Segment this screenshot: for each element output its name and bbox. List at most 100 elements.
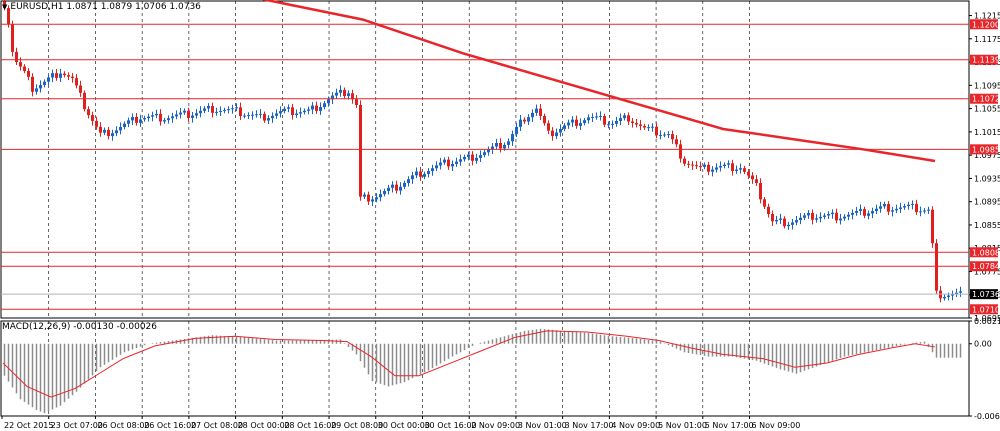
candle-body xyxy=(311,105,314,110)
candle-body xyxy=(859,209,862,211)
candle-body xyxy=(503,144,506,149)
macd-panel-frame xyxy=(0,320,970,417)
candle-body xyxy=(187,110,190,118)
candle-body xyxy=(615,120,618,124)
candle-body xyxy=(343,89,346,97)
time-axis-label: 29 Oct 08:00 xyxy=(331,421,383,430)
candle-body xyxy=(839,218,842,221)
candle-body xyxy=(23,66,26,71)
candle-body xyxy=(891,210,894,212)
level-price-tag xyxy=(970,144,998,155)
candle-body xyxy=(575,119,578,126)
candle-body xyxy=(683,158,686,164)
candle-body xyxy=(855,210,858,213)
candle-body xyxy=(571,119,574,123)
candle-body xyxy=(795,220,798,223)
candle-body xyxy=(91,115,94,121)
candle-body xyxy=(547,123,550,131)
candle-body xyxy=(427,171,430,174)
candle-body xyxy=(367,194,370,202)
candle-body xyxy=(863,209,866,216)
candle-body xyxy=(507,141,510,145)
candle-body xyxy=(339,89,342,93)
candle-body xyxy=(535,108,538,113)
candle-body xyxy=(755,179,758,183)
level-price-label: 1.0808 xyxy=(972,248,1000,257)
time-axis-label: 6 Nov 09:00 xyxy=(752,421,801,430)
candle-body xyxy=(75,78,78,86)
candle-body xyxy=(415,171,418,176)
candle-body xyxy=(271,115,274,119)
candle-body xyxy=(827,214,830,216)
candle-body xyxy=(871,211,874,214)
candle-body xyxy=(947,295,950,297)
candle-body xyxy=(203,108,206,111)
price-axis-label: 1.1215 xyxy=(974,12,1000,21)
candle-body xyxy=(787,224,790,227)
candle-body xyxy=(643,126,646,128)
candle-body xyxy=(603,116,606,125)
candle-body xyxy=(103,129,106,133)
candle-body xyxy=(531,112,534,118)
candle-body xyxy=(915,203,918,213)
candle-body xyxy=(399,186,402,191)
candle-body xyxy=(151,115,154,117)
candle-body xyxy=(719,166,722,168)
candle-body xyxy=(595,116,598,118)
candle-body xyxy=(303,110,306,113)
candle-body xyxy=(27,70,30,77)
candle-body xyxy=(35,88,38,92)
candle-body xyxy=(919,211,922,213)
candle-body xyxy=(887,203,890,212)
candle-body xyxy=(175,114,178,117)
candle-body xyxy=(563,125,566,129)
candle-body xyxy=(587,117,590,121)
candle-body xyxy=(395,184,398,191)
candle-body xyxy=(543,115,546,124)
dropdown-icon[interactable]: ▼ xyxy=(2,3,8,11)
time-axis-label: 5 Nov 01:00 xyxy=(658,421,707,430)
candle-body xyxy=(403,182,406,187)
time-axis-label: 4 Nov 09:00 xyxy=(611,421,660,430)
candle-body xyxy=(847,214,850,217)
candle-body xyxy=(155,113,158,116)
level-price-label: 1.1200 xyxy=(972,20,1000,29)
candle-body xyxy=(911,203,914,205)
candle-body xyxy=(591,116,594,118)
time-axis-label: 27 Oct 08:00 xyxy=(191,421,243,430)
candle-body xyxy=(667,134,670,136)
level-price-tag xyxy=(970,19,998,30)
candle-body xyxy=(803,215,806,218)
candle-body xyxy=(299,112,302,114)
candle-body xyxy=(291,107,294,116)
level-price-tag xyxy=(970,93,998,104)
candle-body xyxy=(295,113,298,116)
candle-body xyxy=(31,76,34,92)
candle-body xyxy=(95,120,98,127)
current-price-label: 1.0736 xyxy=(972,290,1000,299)
candle-body xyxy=(579,123,582,126)
candle-body xyxy=(67,75,70,77)
time-axis-label: 28 Oct 00:00 xyxy=(238,421,290,430)
candle-body xyxy=(183,110,186,113)
level-price-tag xyxy=(970,247,998,258)
candle-body xyxy=(275,113,278,116)
candle-body xyxy=(727,163,730,165)
candle-body xyxy=(239,107,242,116)
level-price-label: 1.1072 xyxy=(972,95,1000,104)
candle-body xyxy=(487,149,490,153)
candle-body xyxy=(39,85,42,89)
candle-body xyxy=(459,159,462,162)
candle-body xyxy=(867,213,870,216)
candle-body xyxy=(723,164,726,167)
candle-body xyxy=(695,165,698,167)
candle-body xyxy=(351,93,354,100)
candle-body xyxy=(179,112,182,115)
candle-body xyxy=(699,166,702,168)
level-price-tag xyxy=(970,54,998,65)
candle-body xyxy=(159,113,162,122)
candle-body xyxy=(599,116,602,118)
candle-body xyxy=(439,162,442,166)
